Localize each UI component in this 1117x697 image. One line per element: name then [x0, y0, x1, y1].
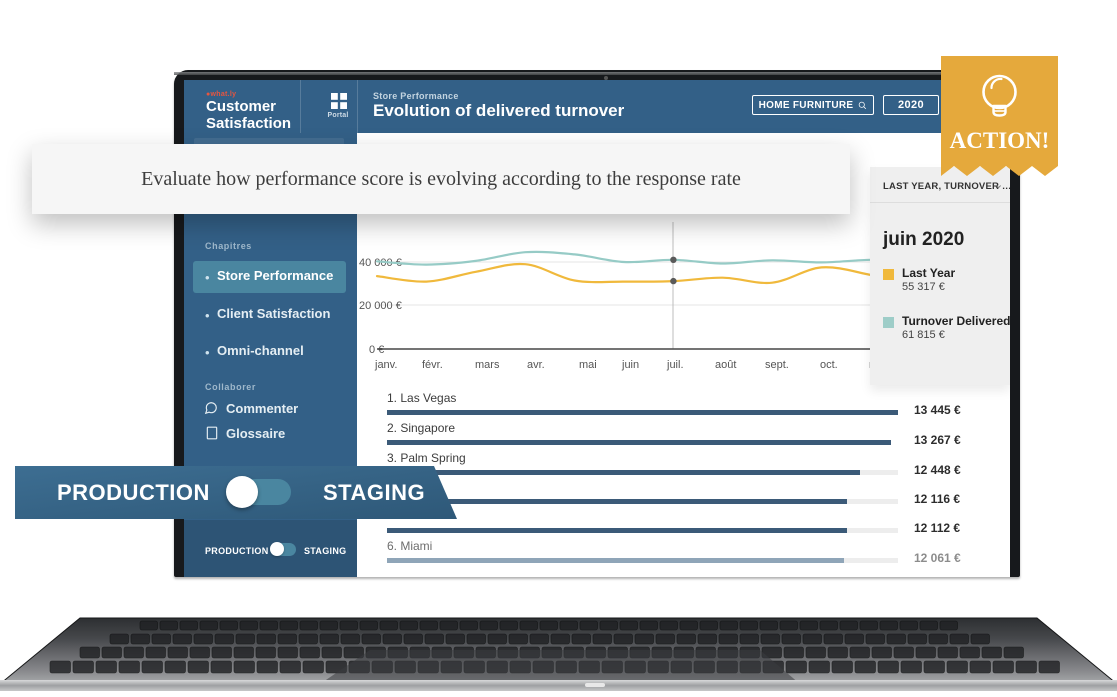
svg-text:ACTION!: ACTION!: [950, 128, 1050, 153]
